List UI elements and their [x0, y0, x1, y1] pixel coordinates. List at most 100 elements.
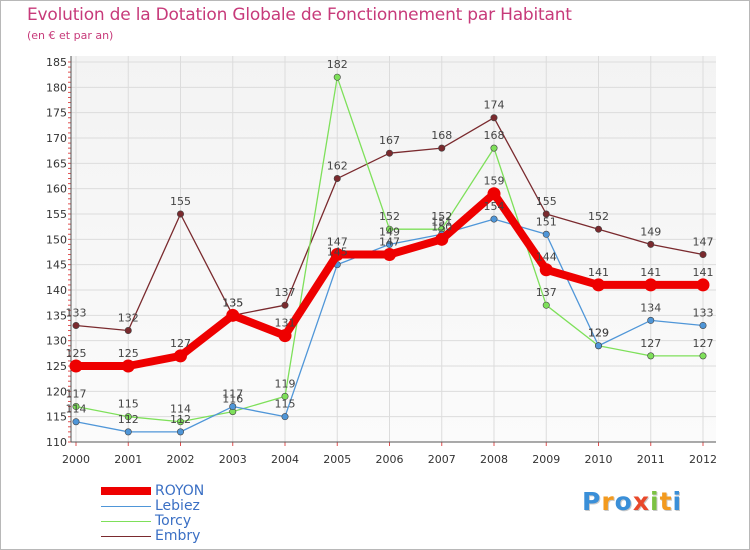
- data-point-torcy: [124, 413, 132, 421]
- y-tick-label: 175: [46, 107, 67, 120]
- legend-swatch-embry: [101, 536, 151, 537]
- data-point-royon: [278, 329, 292, 343]
- x-tick-label: 2006: [376, 453, 404, 466]
- data-label-embry: 174: [484, 99, 505, 112]
- x-tick-label: 2011: [637, 453, 665, 466]
- data-label-royon: 159: [484, 175, 505, 188]
- data-point-royon: [592, 278, 605, 292]
- data-point-embry: [177, 210, 185, 218]
- data-label-torcy: 119: [275, 377, 296, 390]
- y-tick-label: 185: [46, 56, 67, 69]
- data-point-embry: [385, 149, 393, 157]
- data-label-embry: 167: [379, 134, 400, 147]
- data-label-embry: 149: [640, 225, 661, 238]
- data-label-royon: 131: [275, 317, 296, 330]
- data-point-embry: [594, 225, 602, 233]
- data-label-torcy: 129: [588, 327, 609, 340]
- data-label-lebiez: 149: [379, 225, 400, 238]
- data-point-royon: [487, 187, 501, 201]
- data-point-torcy: [490, 144, 498, 152]
- x-tick-label: 2002: [167, 453, 195, 466]
- data-point-royon: [121, 359, 135, 373]
- data-label-lebiez: 134: [640, 301, 661, 314]
- data-label-royon: 144: [536, 251, 557, 264]
- proxiti-logo: Proxiti: [582, 487, 682, 516]
- legend-label-lebiez: Lebiez: [155, 498, 200, 514]
- legend: ROYON Lebiez Torcy Embry: [101, 484, 301, 544]
- data-label-royon: 147: [327, 236, 348, 249]
- logo-letter: t: [659, 487, 673, 516]
- data-point-royon: [383, 248, 396, 262]
- data-point-royon: [330, 248, 344, 262]
- y-tick-label: 125: [46, 360, 67, 373]
- data-label-torcy: 127: [640, 337, 661, 350]
- data-label-lebiez: 154: [484, 200, 505, 213]
- data-label-torcy: 117: [66, 388, 87, 401]
- logo-letter: i: [650, 487, 660, 516]
- data-label-embry: 135: [222, 296, 243, 309]
- data-label-embry: 168: [431, 129, 452, 142]
- data-point-torcy: [647, 352, 655, 360]
- chart-title: Evolution de la Dotation Globale de Fonc…: [27, 5, 572, 25]
- data-label-lebiez: 112: [170, 413, 191, 426]
- data-point-royon: [539, 263, 553, 277]
- data-point-lebiez: [699, 321, 707, 329]
- data-point-royon: [174, 349, 187, 363]
- logo-letter: P: [582, 487, 602, 516]
- x-tick-label: 2000: [62, 453, 90, 466]
- y-tick-label: 180: [46, 81, 67, 94]
- plot-background: [71, 56, 716, 442]
- logo-letter: i: [672, 487, 683, 516]
- legend-item-embry: Embry: [101, 529, 301, 544]
- legend-swatch-torcy: [101, 521, 151, 522]
- data-point-lebiez: [490, 215, 498, 223]
- data-point-torcy: [385, 225, 393, 233]
- legend-label-royon: ROYON: [155, 483, 205, 499]
- data-label-royon: 141: [640, 266, 661, 279]
- data-label-embry: 133: [66, 306, 87, 319]
- data-point-embry: [72, 321, 80, 329]
- logo-letter: o: [614, 487, 633, 516]
- y-tick-label: 130: [46, 335, 67, 348]
- data-label-torcy: 152: [431, 210, 452, 223]
- logo-letter: r: [601, 487, 615, 516]
- data-point-torcy: [699, 352, 707, 360]
- x-tick-label: 2001: [114, 453, 142, 466]
- data-label-embry: 155: [170, 195, 191, 208]
- x-tick-label: 2004: [271, 453, 299, 466]
- chart-subtitle: (en € et par an): [27, 29, 114, 42]
- data-point-royon: [69, 359, 83, 373]
- data-label-torcy: 114: [170, 403, 191, 416]
- legend-label-embry: Embry: [155, 528, 201, 544]
- data-point-lebiez: [229, 403, 237, 411]
- data-point-royon: [696, 278, 710, 292]
- data-point-torcy: [333, 73, 341, 81]
- data-label-lebiez: 129: [588, 327, 609, 340]
- data-point-embry: [281, 301, 289, 309]
- data-point-torcy: [177, 418, 185, 426]
- data-point-lebiez: [72, 418, 80, 426]
- data-label-torcy: 168: [484, 129, 505, 142]
- data-point-torcy: [542, 301, 550, 309]
- data-label-royon: 141: [588, 266, 609, 279]
- legend-swatch-royon: [101, 487, 151, 495]
- data-label-embry: 137: [275, 286, 296, 299]
- x-tick-label: 2009: [532, 453, 560, 466]
- data-label-torcy: 115: [118, 398, 139, 411]
- y-tick-label: 115: [46, 411, 67, 424]
- legend-item-torcy: Torcy: [101, 514, 301, 529]
- data-label-lebiez: 114: [66, 403, 87, 416]
- data-label-torcy: 182: [327, 58, 348, 71]
- data-label-embry: 132: [118, 312, 139, 325]
- legend-item-royon: ROYON: [101, 484, 301, 499]
- data-point-embry: [542, 210, 550, 218]
- data-point-embry: [333, 175, 341, 183]
- y-tick-label: 150: [46, 233, 67, 246]
- y-tick-label: 145: [46, 259, 67, 272]
- y-tick-label: 160: [46, 183, 67, 196]
- x-tick-label: 2007: [428, 453, 456, 466]
- y-tick-label: 140: [46, 284, 67, 297]
- x-tick-label: 2008: [480, 453, 508, 466]
